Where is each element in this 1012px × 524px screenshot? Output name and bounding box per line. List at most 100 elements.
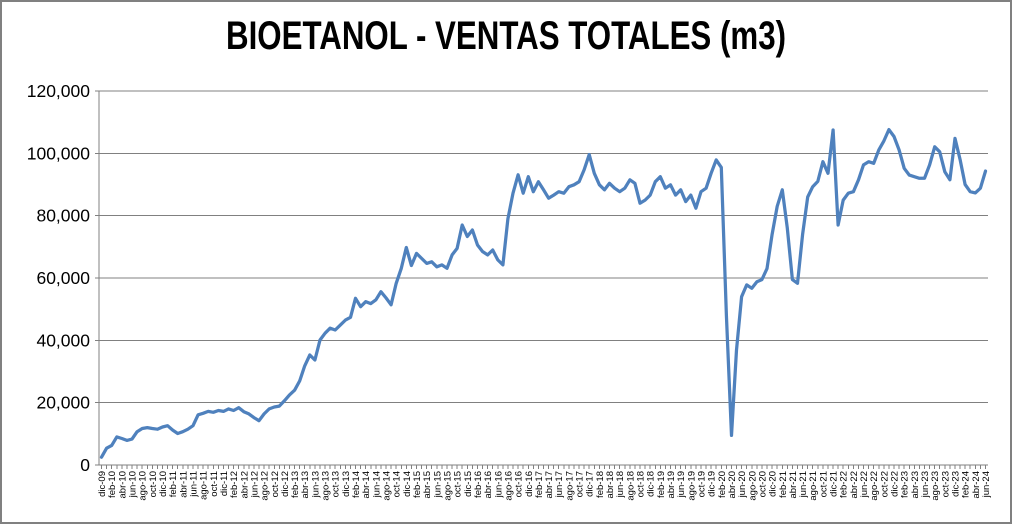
x-tick-label: jun-14 [371,471,382,498]
x-tick-label: ago-12 [260,471,271,501]
x-axis-ticks [101,465,986,469]
x-tick-label: feb-19 [656,471,667,498]
y-tick-label: 120,000 [27,81,91,101]
x-tick-label: abr-13 [300,471,311,498]
x-tick-label: abr-23 [910,471,921,498]
x-tick-label: oct-23 [940,471,951,497]
x-tick-label: feb-14 [351,471,362,498]
x-tick-label: ago-19 [686,471,697,501]
x-tick-label: oct-11 [209,471,220,497]
x-tick-label: jun-24 [981,471,992,498]
x-tick-label: jun-22 [859,471,870,498]
x-tick-label: abr-18 [605,471,616,498]
y-tick-label: 0 [80,455,90,475]
x-tick-label: jun-20 [737,471,748,498]
chart-title: BIOETANOL - VENTAS TOTALES (m3) [226,14,786,58]
x-tick-label: oct-10 [148,471,159,497]
x-tick-label: abr-22 [849,471,860,498]
x-tick-label: abr-16 [483,471,494,498]
x-tick-label: feb-17 [534,471,545,498]
x-tick-label: ago-10 [138,471,149,501]
x-tick-label: oct-21 [818,471,829,497]
x-tick-label: jun-10 [128,471,139,498]
x-tick-label: dic-17 [585,471,596,497]
x-tick-label: ago-22 [869,471,880,501]
x-tick-label: oct-22 [879,471,890,497]
x-tick-label: feb-16 [473,471,484,498]
x-tick-label: feb-15 [412,471,423,498]
x-tick-label: oct-18 [636,471,647,497]
x-tick-label: dic-09 [97,471,108,497]
x-tick-label: dic-11 [219,471,230,496]
x-tick-label: ago-18 [625,471,636,501]
x-tick-label: jun-15 [432,471,443,498]
x-tick-label: dic-19 [707,471,718,497]
x-tick-label: oct-13 [331,471,342,497]
x-tick-label: oct-15 [453,471,464,497]
x-tick-label: dic-22 [890,471,901,497]
x-tick-label: abr-14 [361,471,372,498]
x-tick-label: oct-14 [392,471,403,497]
x-tick-label: feb-13 [290,471,301,498]
x-tick-label: jun-13 [310,471,321,498]
series-line [99,127,988,459]
x-tick-label: dic-16 [524,471,535,497]
x-tick-label: feb-20 [717,471,728,498]
x-tick-label: dic-15 [463,471,474,497]
y-tick-label: 100,000 [27,143,91,163]
x-tick-label: dic-14 [402,471,413,497]
x-tick-label: ago-13 [321,471,332,501]
x-tick-label: abr-24 [971,471,982,498]
x-tick-label: dic-18 [646,471,657,497]
x-tick-label: jun-17 [554,471,565,498]
x-tick-label: dic-10 [158,471,169,497]
x-tick-label: ago-21 [808,471,819,501]
x-tick-label: feb-10 [107,471,118,498]
x-tick-label: oct-20 [757,471,768,497]
x-tick-label: ago-15 [443,471,454,501]
y-tick-label: 80,000 [36,206,90,226]
y-tick-label: 40,000 [36,330,90,350]
x-tick-label: feb-18 [595,471,606,498]
x-tick-label: dic-23 [951,471,962,497]
x-tick-label: abr-17 [544,471,555,498]
x-tick-label: abr-19 [666,471,677,498]
x-tick-label: oct-17 [575,471,586,497]
x-tick-label: jun-12 [249,471,260,498]
x-tick-label: abr-12 [239,471,250,498]
y-axis-labels: 0 20,000 40,000 60,000 80,000 100,000 120,000 [27,81,91,475]
x-tick-label: jun-11 [189,471,200,498]
x-tick-label: feb-11 [168,471,179,497]
x-tick-label: jun-18 [615,471,626,498]
x-tick-label: ago-17 [564,471,575,501]
x-tick-label: dic-13 [341,471,352,497]
x-tick-label: ago-16 [503,471,514,501]
x-tick-label: jun-19 [676,471,687,498]
x-tick-label: jun-21 [798,471,809,498]
x-tick-label: ago-11 [199,471,210,500]
x-tick-label: ago-20 [747,471,758,501]
y-gridlines [99,90,988,404]
x-tick-label: ago-14 [382,471,393,501]
x-tick-label: ago-23 [930,471,941,501]
x-tick-label: abr-21 [788,471,799,498]
x-tick-label: oct-16 [514,471,525,497]
y-axis-ticks [95,90,99,466]
x-axis-labels: dic-09 feb-10 abr-10 jun-10 ago-10 oct-10 dic-… [97,471,992,501]
x-tick-label: feb-12 [229,471,240,498]
x-tick-label: oct-19 [697,471,708,497]
x-tick-label: abr-15 [422,471,433,498]
x-tick-label: jun-23 [920,471,931,498]
x-tick-label: feb-23 [900,471,911,498]
y-tick-label: 60,000 [36,268,90,288]
x-tick-label: oct-12 [270,471,281,497]
x-tick-label: feb-24 [961,471,972,498]
x-tick-label: abr-20 [727,471,738,498]
x-tick-label: dic-21 [829,471,840,497]
x-tick-label: feb-22 [839,471,850,498]
x-tick-label: abr-11 [178,471,189,498]
x-tick-label: abr-10 [117,471,128,498]
x-tick-label: feb-21 [778,471,789,498]
